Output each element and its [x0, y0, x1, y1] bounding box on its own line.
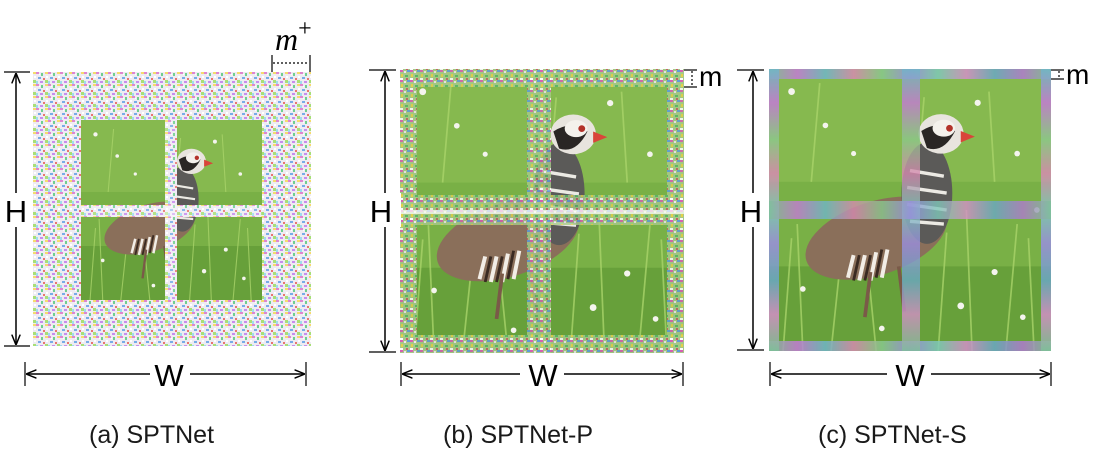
panel-c-prompt-grid [769, 69, 1051, 351]
panel-b-caption: (b) SPTNet-P [443, 421, 594, 449]
panel-a-margin-label: m+ [275, 16, 312, 57]
panel-b-height-label: H [370, 194, 392, 229]
panel-c: H W m [737, 59, 1089, 393]
panel-a: H W m+ [2, 16, 312, 393]
panel-a-caption: (a) SPTNet [89, 421, 215, 449]
panel-a-height-label: H [5, 194, 27, 229]
panel-b: H W m [369, 61, 722, 393]
panel-b-width-label: W [528, 358, 558, 393]
panel-a-width-label: W [154, 358, 184, 393]
panel-a-prompt-grid [81, 120, 262, 300]
panel-b-margin-label: m [699, 61, 722, 92]
panel-c-margin-label: m [1066, 59, 1089, 90]
panel-c-caption: (c) SPTNet-S [818, 421, 967, 449]
panel-c-width-label: W [895, 358, 925, 393]
panel-b-prompt-grid [400, 69, 684, 353]
panel-c-height-label: H [740, 194, 762, 229]
